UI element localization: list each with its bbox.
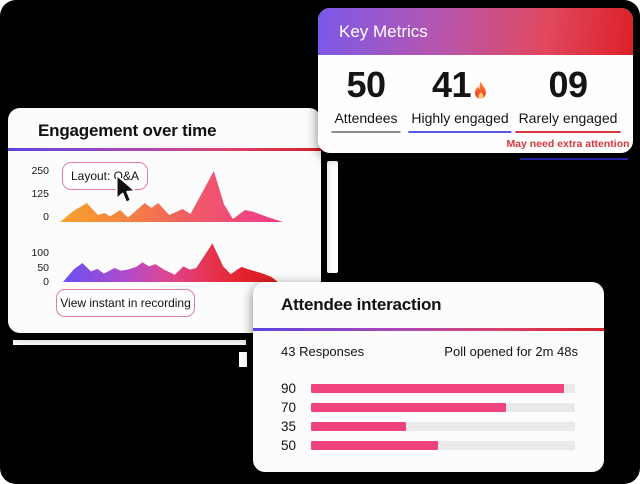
metric-highly-engaged-value: 41 [432,67,488,103]
poll-bar-fill [311,403,507,412]
poll-bar-fill [311,422,407,431]
poll-bar-fill [311,441,438,450]
poll-bar-track [311,441,575,450]
chart1-ytick-125: 125 [31,188,49,200]
fire-icon [474,81,486,99]
metric-rarely-engaged-value: 09 [548,64,588,105]
background-white-strip-vertical [327,161,338,273]
poll-bar-row: 50 [281,436,575,455]
key-metrics-card: Key Metrics 50 Attendees 41 Highly [318,8,633,153]
background-white-strip-horizontal [13,340,246,345]
engagement-lower-area-chart [63,243,278,282]
attendee-card-title: Attendee interaction [281,295,442,314]
metric-rarely-engaged-note: May need extra attention [506,138,630,150]
metric-rarely-engaged-label: Rarely engaged [515,110,621,133]
poll-status: Poll opened for 2m 48s [444,344,578,359]
metric-rarely-engaged: 09 Rarely engaged May need extra attenti… [506,64,630,151]
poll-bar-label: 90 [281,381,297,396]
engagement-upper-area-chart [60,170,283,222]
responses-count: 43 Responses [281,344,365,359]
attendee-meta-row: 43 Responses Poll opened for 2m 48s [281,344,578,359]
view-instant-button[interactable]: View instant in recording [56,289,195,317]
poll-bar-track [311,422,575,431]
background-white-notch [239,352,247,367]
metric-attendees-value: 50 [346,64,386,105]
background-blue-hairline [520,158,628,160]
metric-highly-engaged-label: Highly engaged [408,110,512,133]
metric-attendees: 50 Attendees [331,64,401,133]
engagement-card: Engagement over time 250 125 0 100 50 0 … [8,108,321,333]
attendee-interaction-card: Attendee interaction 43 Responses Poll o… [253,282,604,472]
chart2-ytick-100: 100 [31,247,49,259]
chart2-ytick-50: 50 [37,262,49,274]
chart1-ytick-0: 0 [43,211,49,223]
metric-highly-engaged: 41 Highly engaged [408,67,512,133]
poll-bar-fill [311,384,565,393]
poll-bar-label: 50 [281,438,297,453]
poll-bar-label: 35 [281,419,297,434]
poll-bar-row: 70 [281,398,575,417]
engagement-card-title: Engagement over time [38,121,217,140]
metric-attendees-label: Attendees [331,110,401,133]
layout-tooltip-chip[interactable]: Layout: Q&A [62,162,148,190]
metric-highly-engaged-number: 41 [431,64,472,105]
chart2-ytick-0: 0 [43,276,49,288]
chart1-ytick-250: 250 [31,165,49,177]
poll-bar-list: 90 70 35 50 [281,379,575,455]
key-metrics-header: Key Metrics [318,8,633,55]
engagement-divider [8,148,321,151]
poll-bar-row: 90 [281,379,575,398]
poll-bar-track [311,403,575,412]
poll-bar-label: 70 [281,400,297,415]
key-metrics-title: Key Metrics [339,22,428,41]
cursor-icon [115,174,136,204]
view-instant-button-label: View instant in recording [60,296,191,310]
poll-bar-row: 35 [281,417,575,436]
attendee-divider [253,328,604,331]
poll-bar-track [311,384,575,393]
